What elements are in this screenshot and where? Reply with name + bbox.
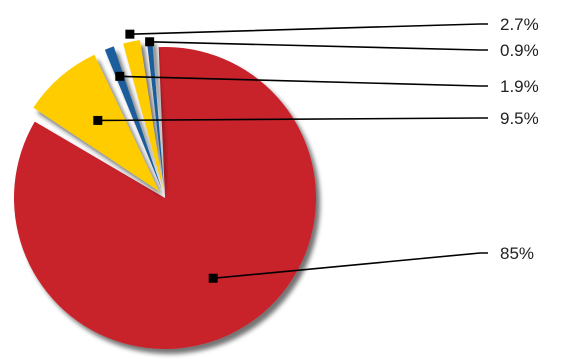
leader-line-4: [129, 23, 488, 35]
slice-label-3: 1.9%: [500, 77, 539, 96]
leader-line-3: [119, 75, 488, 87]
pie-slices: [13, 38, 316, 349]
pie-slice-1: [13, 47, 316, 349]
label-marker-4: [125, 29, 135, 39]
slice-label-2: 9.5%: [500, 109, 539, 128]
pie-slice-3: [104, 46, 162, 190]
leader-line-2: [97, 117, 488, 122]
label-marker-1: [208, 273, 218, 283]
slice-labels: 85% 9.5% 1.9% 2.7% 0.9%: [93, 15, 539, 283]
label-marker-2: [93, 115, 103, 125]
label-marker-3: [115, 71, 125, 81]
leader-line-1: [213, 252, 488, 280]
leader-line-5: [149, 40, 488, 51]
slice-label-1: 85%: [500, 244, 534, 263]
label-marker-5: [145, 37, 155, 47]
pie-slice-5: [146, 38, 165, 190]
slice-label-5: 0.9%: [500, 41, 539, 60]
slice-label-4: 2.7%: [500, 15, 539, 34]
